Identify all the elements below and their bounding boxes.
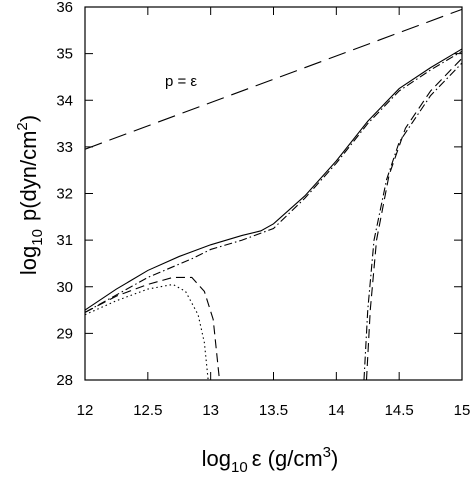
x-tick-label: 13 [202,402,219,419]
x-tick-label: 15 [454,402,471,419]
x-tick-label: 12.5 [133,402,162,419]
x-tick-label: 12 [77,402,94,419]
x-label-end: ) [331,446,338,471]
annotation: p = ε [165,73,197,90]
line-series [84,8,463,150]
y-axis-label: log10 p(dyn/cm2) [14,115,46,275]
y-label-sup: 2 [14,122,31,130]
y-tick-label: 28 [56,372,73,389]
x-label-sup: 3 [323,444,331,461]
line-series [84,48,463,311]
y-label-main: p(dyn/cm [16,131,41,221]
y-tick-label: 33 [56,139,73,156]
line-series [363,62,463,381]
x-tick-label: 13.5 [259,402,288,419]
y-tick-label: 29 [56,325,73,342]
y-label-base: log [16,246,41,275]
x-axis-label: log10 ε (g/cm3) [202,444,339,476]
y-tick-label: 32 [56,186,73,203]
line-series [365,57,463,381]
y-tick-label: 36 [56,0,73,16]
line-series [84,50,463,313]
y-label-end: ) [16,115,41,122]
line-series [84,276,221,381]
line-series [84,283,209,381]
y-tick-label: 35 [56,46,73,63]
x-tick-label: 14 [328,402,345,419]
x-label-base: log [202,446,231,471]
x-tick-label: 14.5 [385,402,414,419]
y-tick-label: 34 [56,92,73,109]
x-label-sub: 10 [231,459,248,476]
x-label-main: ε (g/cm [252,446,323,471]
y-label-sub: 10 [29,229,46,246]
y-tick-label: 31 [56,232,73,249]
y-tick-label: 30 [56,279,73,296]
